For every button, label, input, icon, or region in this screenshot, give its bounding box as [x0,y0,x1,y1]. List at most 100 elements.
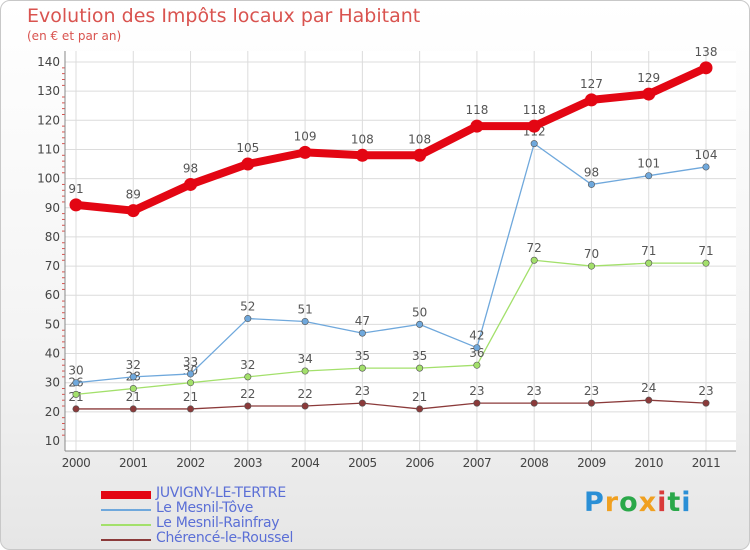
data-point [187,405,195,413]
data-point [416,364,424,372]
data-label: 23 [527,384,542,398]
y-tick-label: 100 [37,172,60,186]
series-line [75,64,708,215]
data-point [244,402,252,410]
legend-label: Chérencé-le-Roussel [156,530,294,546]
y-tick-label: 10 [45,434,60,448]
data-label: 91 [68,182,83,196]
data-label: 138 [695,45,718,59]
y-tick-label: 110 [37,142,60,156]
legend-swatch [101,539,151,541]
data-label: 118 [523,103,546,117]
data-label: 51 [297,302,312,316]
y-tick-label: 90 [45,201,60,215]
data-point [702,259,710,267]
data-label: 32 [126,358,141,372]
x-tick-label: 2011 [692,456,721,470]
data-label: 24 [641,381,656,395]
data-point [584,93,598,107]
data-point [301,317,309,325]
data-point [69,198,83,212]
y-tick-label: 30 [45,376,60,390]
logo-letter: o [619,487,639,518]
data-label: 23 [584,384,599,398]
data-label: 108 [408,132,431,146]
data-point [184,177,198,191]
y-tick-label: 140 [37,55,60,69]
data-point [244,373,252,381]
chart-title: Evolution des Impôts locaux par Habitant [27,5,421,27]
data-point [358,399,366,407]
data-point [473,344,481,352]
logo-letter: P [584,487,605,518]
data-label: 71 [641,244,656,258]
data-label: 21 [183,390,198,404]
legend-item: JUVIGNY-LE-TERTRE [101,485,361,503]
y-tick-label: 20 [45,405,60,419]
x-tick-label: 2007 [463,456,492,470]
data-label: 36 [469,346,484,360]
y-tick-label: 70 [45,259,60,273]
data-point [358,364,366,372]
data-point [413,148,427,162]
data-point [301,402,309,410]
proxiti-logo: Proxiti [584,487,692,518]
logo-letter: i [681,487,692,518]
data-label: 109 [294,129,317,143]
data-point [702,399,710,407]
data-point [473,399,481,407]
x-tick-label: 2001 [119,456,148,470]
y-tick-label: 60 [45,288,60,302]
logo-letter: t [667,487,682,518]
x-tick-label: 2008 [520,456,549,470]
x-tick-label: 2009 [577,456,606,470]
data-point [645,396,653,404]
data-point [473,361,481,369]
data-label: 70 [584,247,599,261]
series-line [76,399,707,410]
data-label: 118 [465,103,488,117]
data-point [129,385,137,393]
data-label: 127 [580,77,603,91]
data-label: 72 [527,241,542,255]
data-label: 42 [469,329,484,343]
data-label: 89 [126,188,141,202]
legend-label: Le Mesnil-Rainfray [156,515,280,531]
series-line [75,259,706,396]
data-label: 23 [698,384,713,398]
data-label: 52 [240,300,255,314]
data-point [72,379,80,387]
data-label: 21 [412,390,427,404]
data-label: 35 [412,349,427,363]
data-label: 21 [126,390,141,404]
data-label: 33 [183,355,198,369]
data-point [416,320,424,328]
data-label: 98 [584,165,599,179]
data-point [416,405,424,413]
data-label: 22 [297,387,312,401]
data-point [358,329,366,337]
data-point [587,180,595,188]
x-tick-label: 2002 [176,456,205,470]
x-tick-label: 2006 [405,456,434,470]
legend-label: JUVIGNY-LE-TERTRE [156,485,286,501]
data-point [129,405,137,413]
data-point [702,163,710,171]
data-point [244,315,252,323]
data-point [530,140,538,148]
data-point [72,405,80,413]
data-point [72,390,80,398]
data-point [642,87,656,101]
data-label: 23 [355,384,370,398]
plot-area [65,51,736,451]
data-label: 71 [698,244,713,258]
y-tick-label: 50 [45,317,60,331]
data-label: 35 [355,349,370,363]
y-tick-label: 80 [45,230,60,244]
data-point [645,259,653,267]
legend-swatch [101,509,151,511]
data-label: 34 [297,352,312,366]
data-label: 47 [355,314,370,328]
